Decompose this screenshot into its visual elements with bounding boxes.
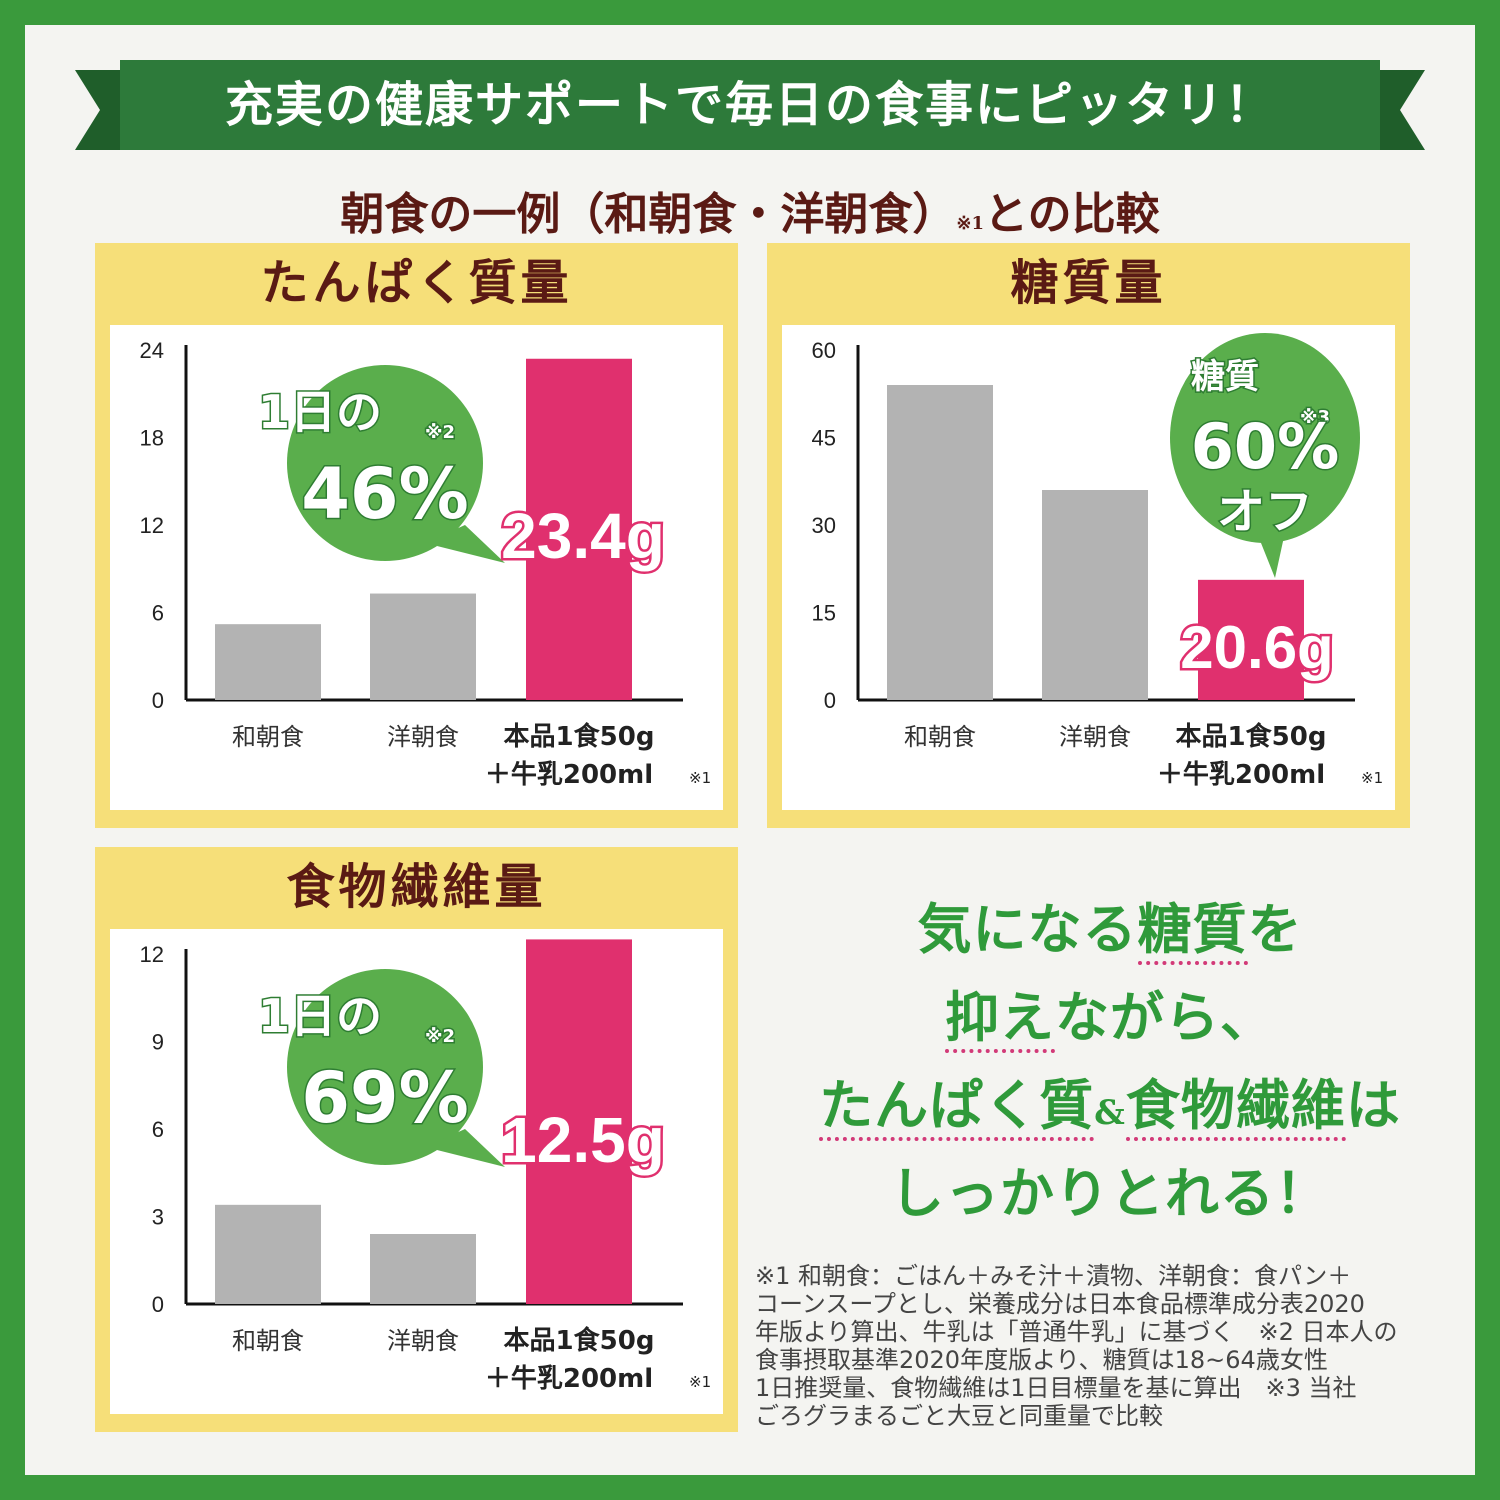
y-tick-label: 0: [152, 1292, 164, 1317]
product-value-label: 12.5g: [501, 1104, 665, 1176]
subtitle-suffix: との比較: [984, 189, 1160, 240]
category-label: 本品1食50g: [504, 721, 655, 752]
protein-title: たんぱく質量: [260, 255, 573, 311]
y-tick-label: 6: [152, 601, 164, 626]
message-text: を: [1247, 897, 1303, 961]
footnote-line: ※1 和朝食：ごはん＋みそ汁＋漬物、洋朝食：食パン＋: [755, 1262, 1352, 1290]
category-label: 和朝食: [232, 1327, 304, 1355]
message-text: ながら、: [1055, 985, 1275, 1049]
message-line-3: たんぱく質&食物繊維は: [740, 1061, 1480, 1149]
callout-note: ※2: [425, 1026, 455, 1047]
footnote-line: 食事摂取基準2020年度版より、糖質は18~64歳女性: [755, 1346, 1328, 1374]
callout-note: ※3: [1300, 407, 1330, 428]
product-bar: [1198, 579, 1304, 700]
product-bar: [526, 358, 632, 700]
message-text: は: [1345, 1073, 1401, 1137]
category-label: 洋朝食: [387, 1327, 459, 1355]
key-message: 気になる糖質を 抑えながら、 たんぱく質&食物繊維は しっかりとれる！: [740, 885, 1480, 1237]
comparison-bar: [215, 624, 321, 700]
y-tick-label: 18: [140, 426, 164, 451]
fiber-chart: 0 3 6 9 12 和朝食 洋朝食 本品1食50g ＋牛乳200ml ※1 1日の ※2 69% 12.…: [140, 939, 711, 1394]
y-tick-label: 30: [812, 513, 836, 538]
footnote-line: ごろグラまるごと大豆と同重量で比較: [755, 1402, 1163, 1430]
footnote-line: 年版より算出、牛乳は「普通牛乳」に基づく ※2 日本人の: [755, 1318, 1398, 1346]
fiber-title: 食物繊維量: [286, 859, 547, 915]
y-tick-label: 0: [152, 688, 164, 713]
category-label: ＋牛乳200ml: [485, 1364, 653, 1394]
carb-panel: 糖質量 0 15 30 45 60 和朝食 洋朝食 本品1食50g ＋牛乳200ml ※1 糖質 ※3…: [767, 243, 1410, 828]
callout-percent: 46%: [301, 453, 469, 535]
category-label: 本品1食50g: [504, 1325, 655, 1356]
protein-panel: たんぱく質量 0 6 12 18 24 和朝食 洋朝食 本品1食50g ＋牛乳200ml ※1 1日…: [95, 243, 738, 828]
callout-note: ※2: [425, 422, 455, 443]
callout-pointer: [1257, 523, 1287, 578]
callout-bubble: [287, 365, 483, 561]
message-line-2: 抑えながら、: [740, 973, 1480, 1061]
y-tick-label: 45: [812, 426, 836, 451]
y-tick-label: 12: [140, 942, 164, 967]
category-label: 和朝食: [232, 723, 304, 751]
carb-title: 糖質量: [1010, 255, 1167, 311]
y-tick-label: 60: [812, 338, 836, 363]
callout-pointer: [425, 525, 505, 563]
message-highlight: 食物繊維: [1125, 1073, 1346, 1141]
callout-bubble: [287, 969, 483, 1165]
comparison-bar: [887, 385, 993, 700]
category-label: 洋朝食: [1059, 723, 1131, 751]
y-tick-label: 6: [152, 1117, 164, 1142]
message-highlight: 糖質: [1137, 897, 1248, 965]
callout-percent: 60%: [1191, 410, 1339, 483]
category-label: 本品1食50g: [1176, 721, 1327, 752]
category-label: 和朝食: [904, 723, 976, 751]
category-label: ＋牛乳200ml: [1157, 760, 1325, 790]
callout-line1: 糖質: [1191, 357, 1259, 397]
category-note: ※1: [689, 769, 711, 787]
callout-line3: オフ: [1217, 484, 1313, 540]
comparison-subtitle: 朝食の一例（和朝食・洋朝食）※1との比較: [0, 178, 1500, 242]
callout-bubble: [1170, 333, 1360, 543]
y-tick-label: 24: [140, 338, 164, 363]
callout-line1: 1日の: [258, 385, 382, 439]
y-tick-label: 0: [824, 688, 836, 713]
subtitle-text: 朝食の一例（和朝食・洋朝食）: [340, 189, 957, 240]
footnotes: ※1 和朝食：ごはん＋みそ汁＋漬物、洋朝食：食パン＋ コーンスープとし、栄養成分…: [755, 1262, 1455, 1430]
footnote-line: 1日推奨量、食物繊維は1日目標量を基に算出 ※3 当社: [755, 1374, 1357, 1402]
callout-percent: 69%: [301, 1057, 469, 1139]
callout-pointer: [425, 1129, 505, 1167]
message-line-4: しっかりとれる！: [890, 1161, 1330, 1225]
y-tick-label: 15: [812, 601, 836, 626]
message-line-1: 気になる糖質を: [740, 885, 1480, 973]
y-tick-label: 12: [140, 513, 164, 538]
comparison-bar: [370, 1234, 476, 1304]
comparison-bar: [370, 593, 476, 700]
fiber-panel: 食物繊維量 0 3 6 9 12 和朝食 洋朝食 本品1食50g ＋牛乳200ml ※1 1日の ※2…: [95, 847, 738, 1432]
banner-title: 充実の健康サポートで毎日の食事にピッタリ！: [224, 77, 1275, 133]
product-value-label: 23.4g: [501, 500, 665, 572]
comparison-bar: [1042, 490, 1148, 700]
category-label: 洋朝食: [387, 723, 459, 751]
carb-chart: 0 15 30 45 60 和朝食 洋朝食 本品1食50g ＋牛乳200ml ※1 糖質 ※360%オ…: [812, 333, 1383, 790]
protein-chart: 0 6 12 18 24 和朝食 洋朝食 本品1食50g ＋牛乳200ml ※1 1日の ※2 46% 2…: [140, 338, 712, 790]
message-highlight: たんぱく質: [819, 1073, 1095, 1141]
title-banner: 充実の健康サポートで毎日の食事にピッタリ！: [75, 50, 1425, 160]
y-tick-label: 3: [152, 1205, 164, 1230]
category-label: ＋牛乳200ml: [485, 760, 653, 790]
callout-line1: 1日の: [258, 989, 382, 1043]
product-value-label: 20.6g: [1180, 614, 1333, 681]
y-tick-label: 9: [152, 1030, 164, 1055]
message-text: 気になる: [917, 897, 1138, 961]
product-bar: [526, 939, 632, 1304]
category-note: ※1: [1361, 769, 1383, 787]
footnote-line: コーンスープとし、栄養成分は日本食品標準成分表2020: [755, 1290, 1365, 1318]
comparison-bar: [215, 1204, 321, 1304]
message-ampersand: &: [1094, 1093, 1126, 1133]
subtitle-note: ※1: [956, 213, 985, 234]
message-highlight: 抑え: [945, 985, 1055, 1053]
banner-ribbon: [75, 60, 1425, 150]
category-note: ※1: [689, 1373, 711, 1391]
